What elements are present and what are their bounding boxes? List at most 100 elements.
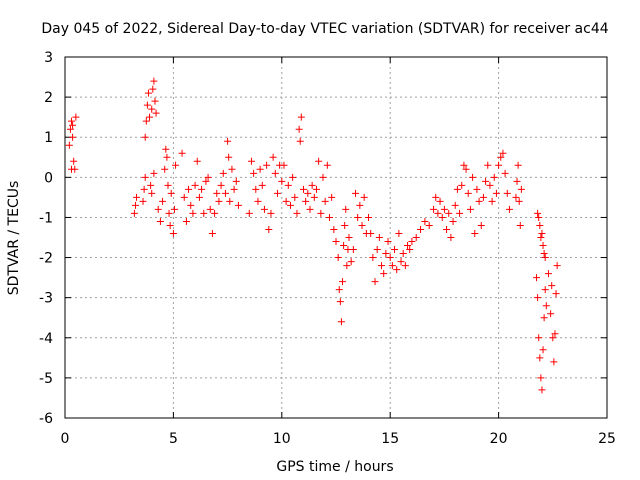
x-axis-label: GPS time / hours xyxy=(276,459,393,475)
data-point xyxy=(534,294,542,302)
data-point xyxy=(252,185,260,193)
data-point xyxy=(388,262,396,270)
data-point xyxy=(151,97,159,105)
y-tick-label: 2 xyxy=(44,90,53,106)
data-point xyxy=(512,193,520,201)
data-point xyxy=(380,270,388,278)
data-point xyxy=(295,125,303,133)
data-point xyxy=(406,246,414,254)
data-point xyxy=(286,201,294,209)
y-axis-label: SDTVAR / TECUs xyxy=(6,181,22,296)
data-point xyxy=(482,177,490,185)
data-point xyxy=(66,125,74,133)
y-tick-label: -2 xyxy=(39,251,53,267)
data-point xyxy=(395,229,403,237)
data-point xyxy=(495,161,503,169)
data-point xyxy=(550,358,558,366)
axis-ticks xyxy=(64,56,608,419)
data-point xyxy=(280,161,288,169)
data-point xyxy=(477,221,485,229)
data-point xyxy=(551,330,559,338)
data-point xyxy=(302,197,310,205)
data-point xyxy=(339,278,347,286)
data-point xyxy=(432,193,440,201)
data-point xyxy=(456,209,464,217)
grid xyxy=(65,57,607,418)
data-point xyxy=(172,161,180,169)
data-point xyxy=(462,165,470,173)
data-point xyxy=(221,189,229,197)
data-point xyxy=(542,302,550,310)
data-point xyxy=(299,185,307,193)
data-point xyxy=(464,189,472,197)
data-point xyxy=(352,189,360,197)
data-point xyxy=(284,181,292,189)
data-point xyxy=(436,197,444,205)
data-point xyxy=(232,177,240,185)
data-point xyxy=(208,229,216,237)
data-point xyxy=(334,254,342,262)
data-point xyxy=(340,242,348,250)
data-point xyxy=(549,334,557,342)
data-point xyxy=(330,225,338,233)
data-point xyxy=(306,205,314,213)
x-tick-label: 5 xyxy=(169,431,178,447)
data-point xyxy=(488,197,496,205)
data-point xyxy=(417,225,425,233)
data-point xyxy=(404,242,412,250)
x-tick-labels: 0 5 10 15 20 25 xyxy=(61,431,616,447)
data-point xyxy=(265,225,273,233)
data-point xyxy=(148,189,156,197)
x-tick-label: 25 xyxy=(598,431,616,447)
data-point xyxy=(533,274,541,282)
data-point xyxy=(150,169,158,177)
data-point xyxy=(473,185,481,193)
data-point xyxy=(471,229,479,237)
x-tick-label: 0 xyxy=(61,431,70,447)
data-point xyxy=(226,197,234,205)
data-point xyxy=(146,113,154,121)
data-point xyxy=(206,205,214,213)
data-point xyxy=(156,217,164,225)
data-point xyxy=(430,205,438,213)
data-point xyxy=(193,157,201,165)
data-point xyxy=(247,157,255,165)
data-point xyxy=(534,209,542,217)
data-point xyxy=(373,246,381,254)
data-point xyxy=(328,193,336,201)
data-point xyxy=(245,209,253,217)
data-point xyxy=(536,354,544,362)
x-tick-label: 15 xyxy=(381,431,399,447)
data-point xyxy=(515,197,523,205)
data-point xyxy=(142,117,150,125)
data-point xyxy=(336,298,344,306)
data-point xyxy=(397,258,405,266)
data-point xyxy=(202,177,210,185)
data-point xyxy=(204,173,212,181)
data-point xyxy=(165,209,173,217)
data-point xyxy=(541,286,549,294)
data-point xyxy=(133,193,141,201)
y-tick-label: -6 xyxy=(39,411,53,427)
data-point xyxy=(65,141,73,149)
data-point xyxy=(335,286,343,294)
data-point xyxy=(215,197,223,205)
data-point xyxy=(466,205,474,213)
data-point xyxy=(271,169,279,177)
data-point xyxy=(69,133,77,141)
data-point xyxy=(486,181,494,189)
plot-frame xyxy=(64,56,608,419)
data-point xyxy=(490,173,498,181)
data-point xyxy=(254,197,262,205)
data-point xyxy=(412,234,420,241)
data-point xyxy=(149,85,157,93)
data-point xyxy=(541,254,549,262)
data-point xyxy=(537,374,545,382)
data-point xyxy=(282,197,290,205)
data-point xyxy=(310,193,318,201)
data-point xyxy=(538,229,546,237)
data-point xyxy=(497,153,505,161)
data-point xyxy=(440,205,448,213)
data-point xyxy=(438,213,446,221)
data-point xyxy=(185,185,193,193)
